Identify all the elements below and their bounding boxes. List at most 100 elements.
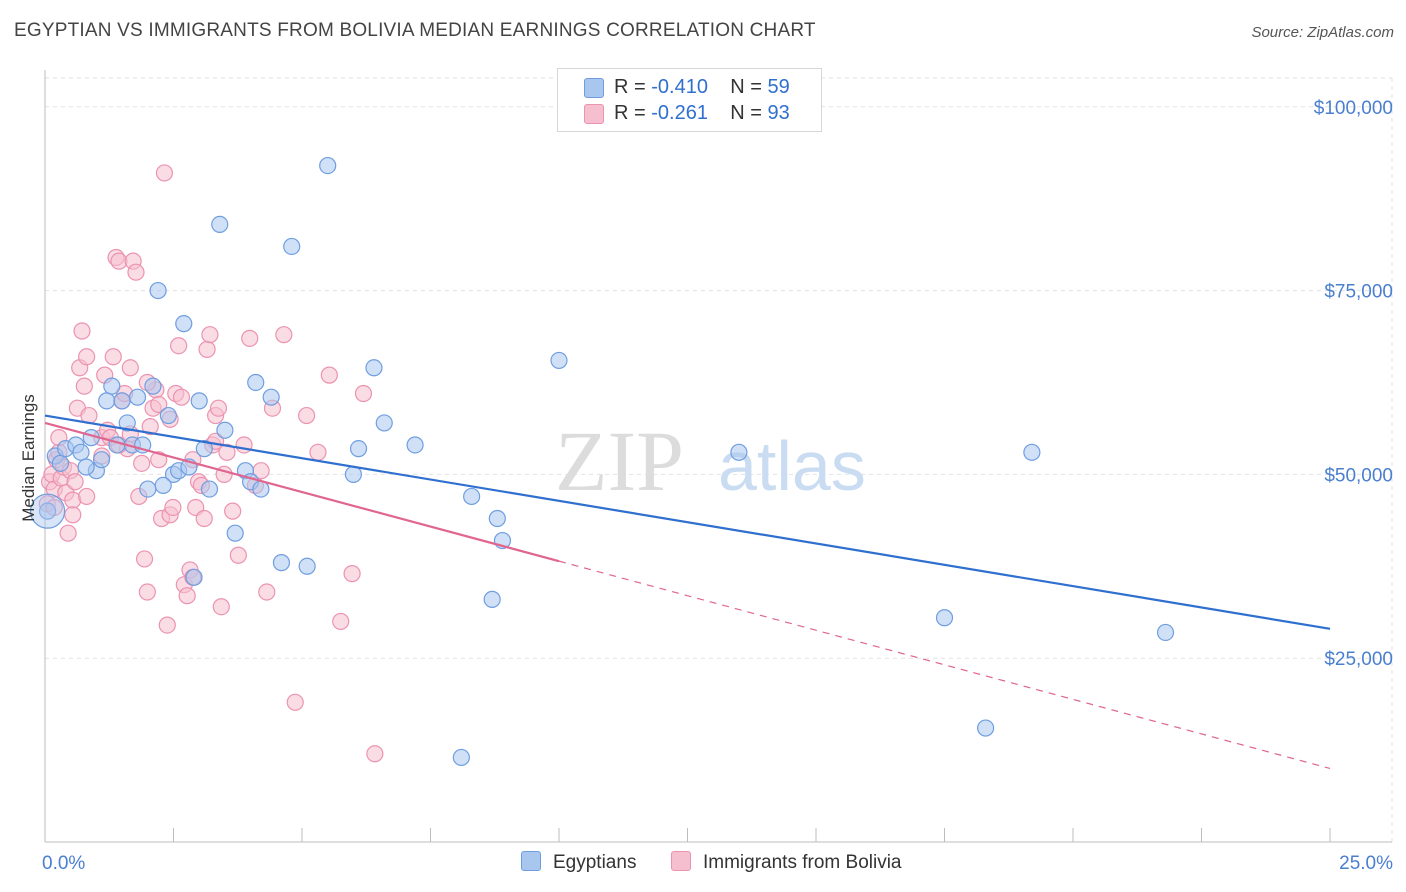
bottom-legend-swatch-bolivia (671, 851, 691, 871)
egyptians-point (935, 609, 954, 627)
egyptians-point (298, 557, 316, 575)
egyptians-point (51, 454, 70, 472)
egyptians-point (103, 377, 121, 395)
egyptians-point (77, 458, 95, 476)
bolivia-point (158, 616, 176, 634)
y-tick-label: $75,000 (1324, 282, 1393, 303)
source-label: Source: ZipAtlas.com (1251, 24, 1394, 41)
bolivia-point (135, 550, 154, 568)
bolivia-point (320, 366, 338, 384)
legend-r-label: R = (614, 102, 646, 124)
egyptians-point (319, 156, 337, 175)
legend-r-value: -0.261 (651, 102, 708, 124)
egyptians-point (139, 480, 157, 498)
y-tick-label: $100,000 (1314, 98, 1393, 119)
bolivia-point (286, 693, 304, 711)
bolivia-point (170, 337, 188, 355)
legend-r-label: R = (614, 76, 646, 98)
bolivia-point (64, 506, 82, 524)
egyptians-point (38, 502, 57, 520)
bolivia-point (354, 384, 373, 403)
egyptians-point (1023, 443, 1041, 461)
egyptians-point (211, 215, 229, 233)
bolivia-point (258, 583, 276, 601)
bottom-legend-bolivia: Immigrants from Bolivia (671, 851, 902, 874)
egyptians-point (154, 476, 172, 495)
bolivia-point (73, 322, 91, 340)
legend-r-value: -0.410 (651, 76, 708, 98)
watermark-zip: ZIP (555, 413, 684, 509)
egyptians-point (365, 359, 383, 377)
bottom-legend-label-bolivia: Immigrants from Bolivia (703, 852, 902, 873)
chart-title: EGYPTIAN VS IMMIGRANTS FROM BOLIVIA MEDI… (14, 20, 816, 41)
egyptians-point (190, 392, 208, 410)
egyptians-point (149, 281, 167, 300)
egyptians-point (200, 480, 219, 498)
x-tick-label-max: 25.0% (1339, 853, 1393, 874)
egyptians-point (118, 414, 136, 432)
egyptians-point (349, 440, 368, 458)
correlation-legend: R = -0.410 N = 59 R = -0.261 N = 93 (557, 68, 822, 132)
egyptians-point (175, 315, 193, 333)
bolivia-point (275, 326, 293, 344)
series-egyptians-points (29, 156, 1175, 767)
watermark: ZIP atlas (555, 413, 866, 509)
egyptians-point (144, 377, 162, 395)
y-tick-label: $50,000 (1324, 465, 1393, 486)
egyptians-point (463, 487, 481, 506)
bolivia-point (121, 359, 139, 377)
egyptians-point (550, 351, 568, 370)
egyptians-point (185, 568, 203, 586)
bolivia-point (75, 377, 93, 395)
egyptians-point (98, 392, 116, 410)
bolivia-point (201, 326, 219, 344)
bottom-legend-egyptians: Egyptians (521, 851, 636, 874)
bolivia-point (195, 509, 213, 528)
bolivia-point (212, 598, 230, 616)
bolivia-point (150, 395, 168, 414)
bolivia-point (59, 524, 77, 542)
legend-n-value: 93 (767, 102, 790, 124)
egyptians-point (1156, 623, 1175, 642)
egyptians-point (730, 443, 748, 461)
bolivia-point (209, 399, 228, 417)
bolivia-point (343, 565, 361, 583)
egyptians-point (108, 436, 126, 454)
egyptians-point (406, 436, 424, 454)
bolivia-point (241, 329, 259, 347)
bolivia-point (133, 454, 151, 472)
trend-line-egyptians (44, 414, 1331, 630)
egyptians-point (375, 414, 393, 432)
bolivia-point (141, 417, 159, 436)
y-axis-label: Median Earnings (19, 394, 38, 522)
bolivia-point (164, 498, 182, 517)
egyptians-point (92, 451, 111, 469)
bolivia-point (110, 252, 128, 270)
egyptians-point (483, 590, 501, 608)
egyptians-point (216, 421, 234, 439)
egyptians-point (128, 388, 147, 406)
bolivia-point (366, 745, 384, 763)
bottom-legend-swatch-egyptians (521, 851, 541, 871)
egyptians-cluster-point (29, 493, 66, 529)
bolivia-point (297, 406, 316, 425)
bolivia-point (138, 583, 156, 601)
egyptians-point (488, 509, 506, 528)
egyptians-point (247, 373, 265, 392)
egyptians-point (262, 388, 280, 406)
bolivia-point (229, 546, 247, 564)
legend-n-label: N = (730, 76, 762, 98)
tick-labels: $25,000 $50,000 $75,000 $100,000 (1314, 98, 1393, 670)
bolivia-point (198, 340, 216, 358)
bolivia-point (309, 443, 327, 461)
legend-swatch-egyptians (584, 78, 604, 98)
trend-line-bolivia-dashed (558, 560, 1331, 770)
bottom-legend-label-egyptians: Egyptians (553, 852, 637, 873)
bolivia-point (66, 473, 84, 491)
bolivia-point (332, 612, 350, 631)
bolivia-point (218, 443, 236, 461)
x-tick-label-min: 0.0% (42, 853, 85, 874)
egyptians-point (283, 237, 301, 256)
bolivia-point (224, 502, 242, 520)
legend-n-label: N = (730, 102, 762, 124)
